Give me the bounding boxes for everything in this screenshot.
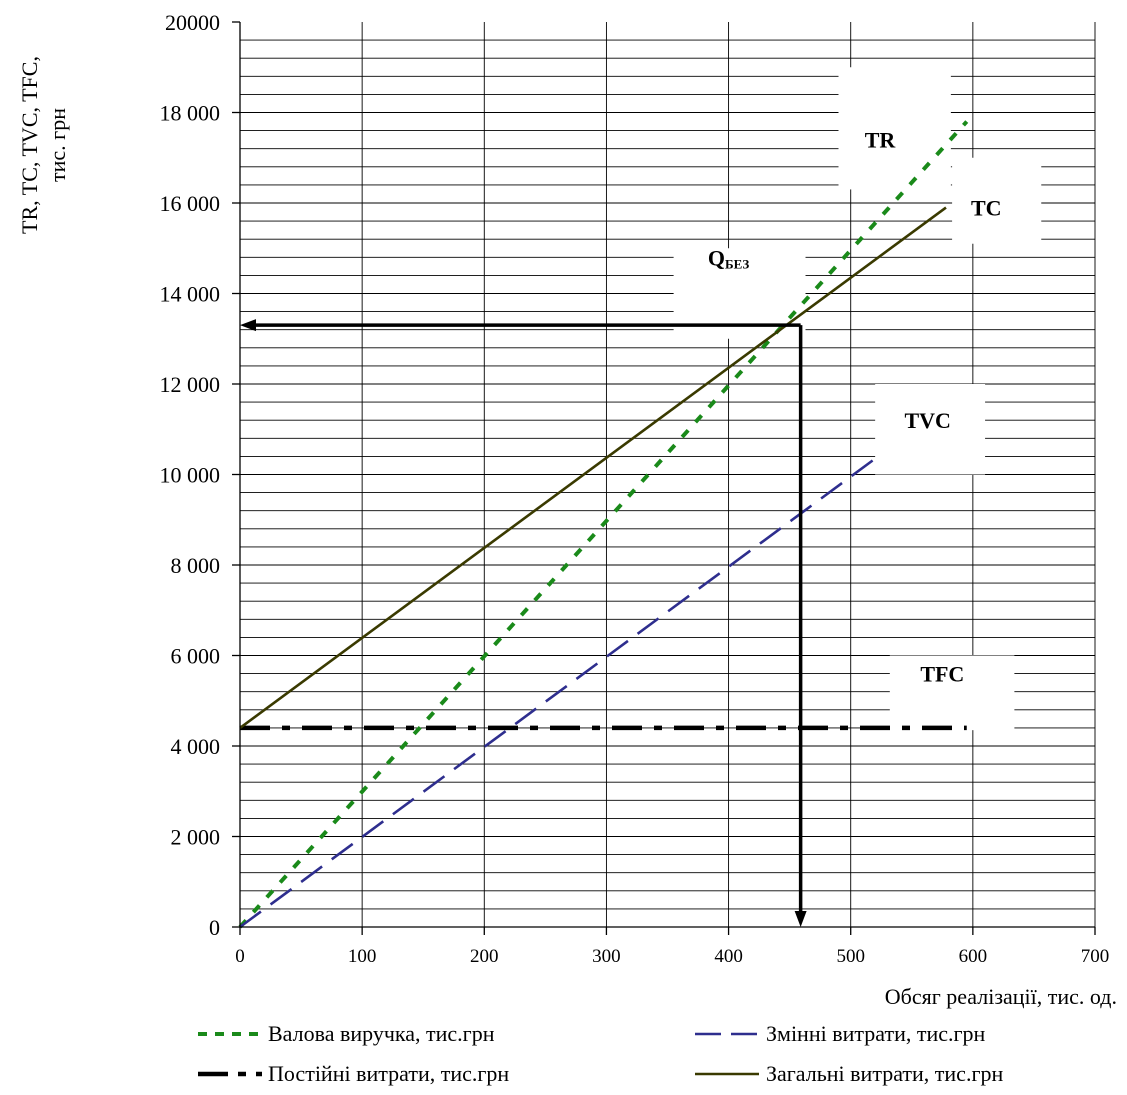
y-tick-label: 10 000	[160, 463, 221, 488]
x-tick-label: 300	[592, 946, 621, 967]
annotation-main-text: TFC	[920, 662, 964, 687]
annotation-box	[838, 67, 951, 190]
y-tick-label: 8 000	[171, 553, 221, 578]
y-tick-label: 4 000	[171, 734, 221, 759]
x-tick-label: 0	[235, 946, 245, 967]
break-even-arrows	[240, 319, 807, 927]
y-tick-label: 2 000	[171, 825, 221, 850]
annotation-box	[875, 384, 986, 475]
y-tick-label: 18 000	[160, 101, 221, 126]
series-line-1	[239, 453, 883, 929]
legend-label-0: Валова виручка, тис.грн	[268, 1021, 495, 1046]
legend-label-3: Загальні витрати, тис.грн	[766, 1061, 1003, 1086]
annotation-main-text: TR	[865, 128, 897, 153]
series	[238, 120, 969, 929]
annotation-label-tvc: TVC	[904, 408, 950, 433]
y-tick-label: 0	[209, 915, 220, 940]
x-tick-label: 400	[714, 946, 743, 967]
break-even-down-arrowhead	[794, 911, 807, 927]
x-tick-label: 500	[836, 946, 865, 967]
x-tick-label: 700	[1081, 946, 1110, 967]
x-tick-label: 600	[959, 946, 988, 967]
legend-label-1: Змінні витрати, тис.грн	[766, 1021, 986, 1046]
x-tick-label: 200	[470, 946, 499, 967]
x-axis-title: Обсяг реалізації, тис. од.	[885, 984, 1117, 1009]
annotation-main-text: Q	[708, 245, 725, 270]
series-line-0	[238, 120, 969, 929]
legend-label-2: Постійні витрати, тис.грн	[268, 1061, 509, 1086]
axes: 0 2 000 4 000 6 000 8 000 10 000 12 000 14 000 1…	[160, 10, 1110, 967]
annotation-label-q: QБЕЗ	[708, 245, 750, 271]
annotation-label-tr: TR	[865, 128, 897, 153]
annotation-label-tfc: TFC	[920, 662, 964, 687]
axis-labels: TR, TC, TVC, TFC, тис. грн Обсяг реаліза…	[17, 56, 1117, 1009]
y-axis-title-line-2: тис. грн	[45, 108, 70, 182]
y-tick-label: 6 000	[171, 644, 221, 669]
legend: Валова виручка, тис.грн Змінні витрати, т…	[198, 1021, 1003, 1086]
annotation-main-text: TC	[971, 196, 1002, 221]
annotation-subscript: БЕЗ	[725, 256, 749, 271]
y-tick-label: 12 000	[160, 372, 221, 397]
y-tick-label: 16 000	[160, 191, 221, 216]
y-axis-title-line-1: TR, TC, TVC, TFC,	[17, 56, 42, 234]
break-even-left-arrowhead	[240, 319, 256, 332]
y-tick-label: 14 000	[160, 282, 221, 307]
annotation-label-tc: TC	[971, 196, 1002, 221]
annotation-box	[952, 157, 1042, 244]
annotations: TR TC QБЕЗ TVC TFC	[708, 128, 1002, 687]
y-tick-label: 20000	[165, 10, 220, 35]
annotation-box	[889, 655, 1015, 731]
series-line-3	[239, 206, 947, 729]
x-tick-label: 100	[348, 946, 377, 967]
annotation-main-text: TVC	[904, 408, 950, 433]
